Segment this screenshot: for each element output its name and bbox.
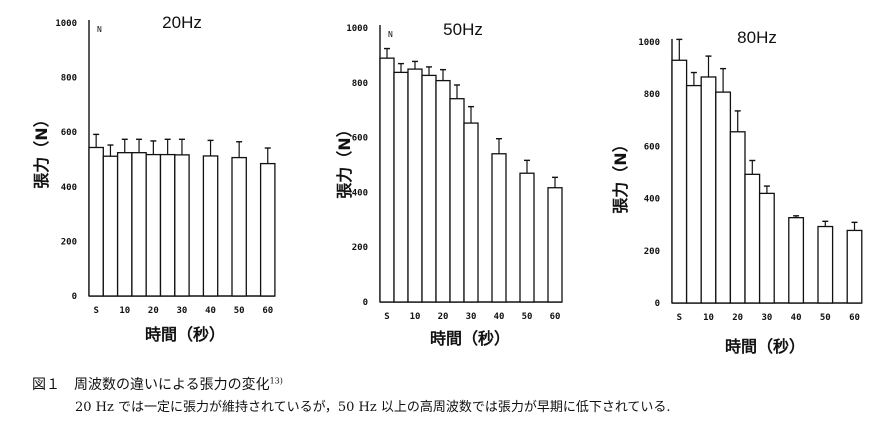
x-tick-label: 50 [522, 312, 533, 322]
bar-20 [729, 131, 746, 304]
x-tick-label: 50 [234, 306, 245, 316]
chart-80Hz: 0 200 400 600 800 1000 S 10 20 30 40 50 60 80Hz 時間（秒） 張… [611, 28, 863, 356]
y-tick-label: 1000 [55, 19, 77, 29]
y-tick-label: 200 [352, 243, 368, 253]
bar-10 [407, 68, 423, 303]
bar-40 [491, 153, 507, 303]
x-tick-label: 20 [732, 313, 743, 323]
x-axis-label: 時間（秒） [145, 325, 225, 344]
x-tick-label: 40 [205, 306, 216, 316]
y-tick-label: 400 [61, 183, 77, 193]
x-tick-label: 10 [119, 306, 130, 316]
bar-25 [744, 173, 761, 304]
bar-10 [116, 152, 133, 297]
chart-50Hz: 0 200 400 600 800 1000 S 10 20 30 40 50 60 50Hz N 時間（秒）… [335, 20, 563, 348]
y-tick-label: 600 [644, 142, 660, 152]
y-tick-label: 200 [644, 247, 660, 257]
x-tick-label: 40 [494, 312, 505, 322]
x-tick-label: 10 [410, 312, 421, 322]
bar-5 [685, 84, 702, 304]
y-tick-label: 600 [61, 128, 77, 138]
x-axis-label: 時間（秒） [725, 337, 805, 356]
bar-10 [700, 76, 717, 304]
bar-30 [758, 192, 775, 304]
y-tick-label: 400 [352, 188, 368, 198]
y-tick-label: 200 [61, 237, 77, 247]
x-tick-label: 10 [703, 313, 714, 323]
x-tick-label: 20 [148, 306, 159, 316]
bar-30 [174, 154, 190, 297]
y-tick-label: 0 [72, 292, 77, 302]
x-tick-label: 30 [466, 312, 477, 322]
caption-title: 図１ 周波数の違いによる張力の変化13) [32, 374, 283, 394]
x-tick-label: S [677, 313, 682, 323]
bar-50 [817, 225, 834, 304]
bar-15 [421, 74, 437, 303]
y-tick-label: 1000 [638, 38, 660, 48]
y-axis-label: 張力（N） [335, 121, 354, 198]
chart-title: 20Hz [162, 13, 202, 32]
chart-20Hz: 0 200 400 600 800 1000 S 10 20 30 40 50 60 20Hz N 時間（秒）… [32, 13, 276, 344]
y-axis-label: 張力（N） [611, 136, 630, 213]
chart-title: 50Hz [443, 20, 483, 39]
bar-30 [463, 122, 479, 303]
x-tick-label: 50 [820, 313, 831, 323]
x-tick-label: 30 [761, 313, 772, 323]
bar-60 [259, 162, 276, 297]
x-tick-label: 60 [262, 306, 273, 316]
caption-text: 20 Hz では一定に張力が維持されているが，50 Hz 以上の高周波数では張力… [75, 400, 671, 415]
y-tick-label: 600 [352, 134, 368, 144]
x-axis-label: 時間（秒） [430, 329, 510, 348]
bar-60 [846, 229, 863, 304]
unit-label: N [97, 25, 102, 34]
bar-60 [547, 187, 563, 303]
bar-5 [102, 155, 119, 297]
bar-15 [715, 91, 732, 304]
x-tick-label: S [93, 306, 98, 316]
bar-15 [131, 152, 147, 297]
y-axis-label: 張力（N） [32, 111, 51, 188]
bar-20 [435, 79, 451, 303]
bar-50 [231, 156, 247, 297]
x-tick-label: 60 [849, 313, 860, 323]
y-tick-label: 800 [644, 90, 660, 100]
x-tick-label: 60 [550, 312, 561, 322]
bar-25 [159, 153, 176, 297]
x-tick-label: 40 [791, 313, 802, 323]
bar-40 [202, 155, 219, 297]
y-tick-label: 800 [352, 79, 368, 89]
bar-20 [145, 153, 162, 297]
caption-ref: 13) [269, 376, 283, 386]
y-tick-label: 0 [655, 299, 660, 309]
bar-50 [519, 172, 535, 303]
bar-25 [449, 98, 465, 303]
bar-S [379, 57, 395, 303]
chart-title: 80Hz [737, 28, 777, 47]
bar-40 [788, 217, 805, 304]
caption-label: 図１ 周波数の違いによる張力の変化 [32, 377, 270, 393]
bar-S [88, 146, 104, 297]
y-tick-label: 1000 [346, 24, 368, 34]
y-tick-label: 800 [61, 74, 77, 84]
x-tick-label: 20 [438, 312, 449, 322]
y-tick-label: 400 [644, 195, 660, 205]
bar-S [671, 59, 688, 304]
unit-label: N [388, 30, 393, 39]
x-tick-label: S [384, 312, 389, 322]
y-tick-label: 0 [363, 298, 368, 308]
x-tick-label: 30 [177, 306, 188, 316]
bar-5 [393, 71, 409, 303]
